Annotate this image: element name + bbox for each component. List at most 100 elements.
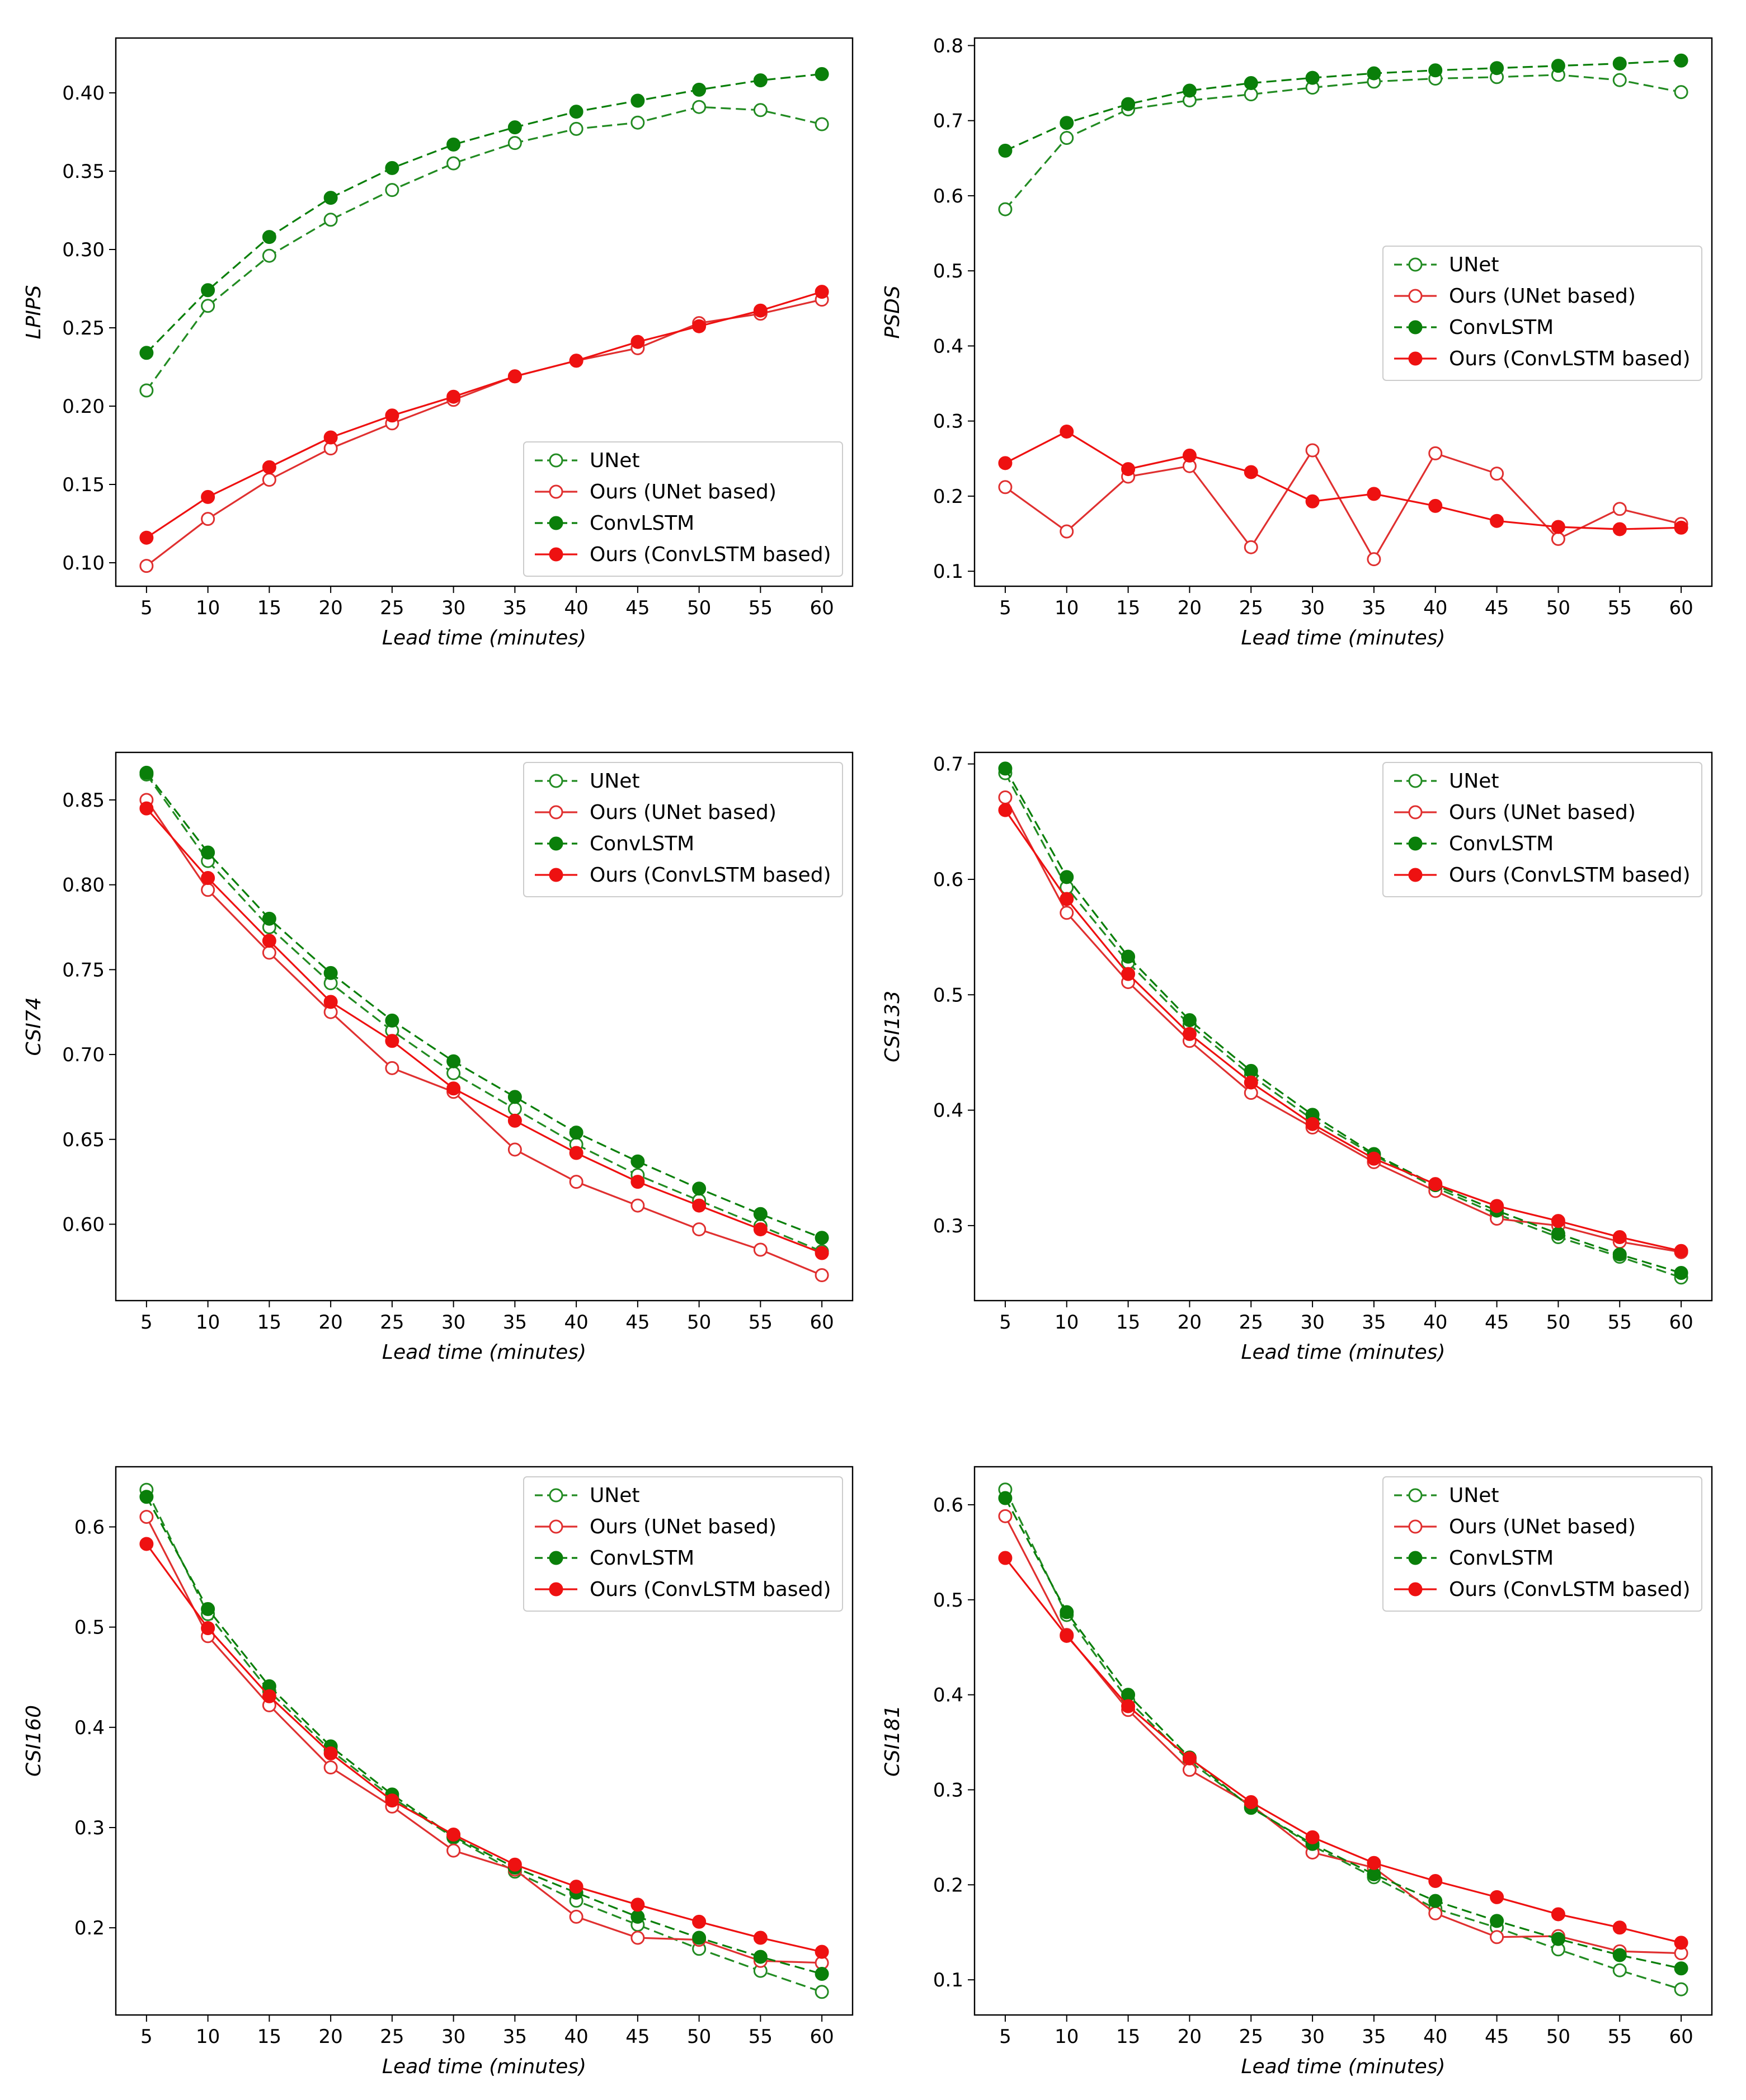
- x-tick-label: 50: [1546, 1311, 1570, 1334]
- legend-label-ours-unet: Ours (UNet based): [1449, 801, 1636, 824]
- data-point-convlstm: [1121, 949, 1136, 964]
- y-tick-label: 0.30: [62, 239, 105, 261]
- x-tick-label: 45: [1485, 1311, 1509, 1334]
- x-tick-label: 10: [1055, 2026, 1079, 2048]
- y-tick-label: 0.1: [933, 1969, 963, 1991]
- data-point-ours-convlstm: [323, 1746, 338, 1760]
- x-tick-label: 25: [1239, 2026, 1263, 2048]
- data-point-ours-convlstm: [815, 285, 829, 299]
- plot-frame: [973, 751, 1713, 1302]
- legend-box: [523, 1476, 843, 1612]
- y-tick-label: 0.4: [933, 335, 963, 357]
- legend-marker-ours-unet: [1408, 1519, 1423, 1534]
- legend-marker-unet: [1408, 1488, 1423, 1503]
- x-tick-label: 55: [749, 2026, 773, 2048]
- series-ours-convlstm: [998, 424, 1688, 536]
- legend-label-unet: UNet: [590, 1484, 640, 1507]
- legend-marker-ours-convlstm: [1408, 868, 1423, 882]
- legend-label-ours-convlstm: Ours (ConvLSTM based): [590, 1578, 831, 1601]
- x-tick-label: 10: [196, 597, 220, 619]
- x-axis-label: Lead time (minutes): [1241, 627, 1445, 649]
- data-point-convlstm: [630, 1154, 645, 1169]
- data-point-ours-convlstm: [507, 1113, 522, 1128]
- x-tick-label: 40: [564, 597, 588, 619]
- data-point-ours-unet: [1428, 1906, 1443, 1920]
- y-tick-label: 0.6: [933, 869, 963, 891]
- data-point-ours-unet: [385, 1061, 399, 1075]
- data-point-ours-convlstm: [1305, 1830, 1320, 1844]
- data-point-ours-unet: [998, 1509, 1013, 1523]
- legend-marker-ours-unet: [549, 484, 563, 499]
- data-point-unet: [998, 202, 1013, 216]
- series-line-ours-convlstm: [145, 808, 822, 1254]
- data-point-convlstm: [446, 137, 461, 152]
- legend-marker-ours-convlstm: [549, 1582, 563, 1597]
- legend-label-unet: UNet: [590, 449, 640, 472]
- chart-panel-4: 5 10 15 20 25 30 35 40 45 50 55 60 0.3 0.4 0.5 0.6 0.7 Le…: [881, 751, 1713, 1364]
- y-tick-label: 0.40: [62, 82, 105, 105]
- y-tick-label: 0.5: [933, 1589, 963, 1612]
- data-point-ours-unet: [630, 1931, 645, 1945]
- y-tick-label: 0.5: [933, 984, 963, 1006]
- data-point-ours-unet: [569, 1909, 583, 1924]
- series-line-ours-unet: [1004, 797, 1682, 1253]
- data-point-ours-convlstm: [1305, 1117, 1320, 1131]
- data-point-convlstm: [1428, 1894, 1443, 1908]
- x-tick-label: 15: [1116, 2026, 1140, 2048]
- data-point-ours-unet: [262, 945, 276, 960]
- legend: UNet Ours (UNet based) ConvLSTM Ours (ConvL…: [523, 762, 843, 897]
- data-point-unet: [569, 121, 583, 136]
- x-tick-label: 60: [810, 597, 834, 619]
- y-axis-label: CSI181: [881, 1705, 904, 1777]
- legend-label-unet: UNet: [590, 770, 640, 793]
- x-tick-label: 15: [257, 597, 281, 619]
- x-tick-label: 5: [999, 597, 1011, 619]
- y-tick-label: 0.4: [74, 1717, 105, 1739]
- data-point-ours-convlstm: [1551, 1214, 1565, 1228]
- data-point-convlstm: [815, 1967, 829, 1981]
- x-tick-label: 20: [318, 597, 342, 619]
- data-point-ours-convlstm: [1182, 1027, 1197, 1041]
- data-point-ours-unet: [1244, 540, 1258, 554]
- x-tick-label: 35: [503, 2026, 527, 2048]
- data-point-ours-convlstm: [1612, 1920, 1627, 1935]
- legend-marker-convlstm: [549, 1551, 563, 1565]
- data-point-ours-convlstm: [1182, 1751, 1197, 1765]
- x-tick-label: 55: [1608, 597, 1632, 619]
- data-point-convlstm: [630, 1909, 645, 1924]
- data-point-ours-convlstm: [139, 530, 154, 545]
- legend-marker-unet: [549, 453, 563, 468]
- x-axis-label-main: Lead time: [1241, 1341, 1342, 1364]
- data-point-ours-convlstm: [507, 369, 522, 384]
- data-point-ours-convlstm: [1182, 448, 1197, 463]
- legend-label-convlstm: ConvLSTM: [1449, 316, 1554, 339]
- data-point-ours-unet: [569, 1175, 583, 1189]
- data-point-ours-convlstm: [507, 1857, 522, 1872]
- data-point-ours-unet: [139, 559, 154, 573]
- legend-box: [1382, 1476, 1702, 1612]
- x-axis-label-unit: (minutes): [483, 627, 586, 649]
- series-line-unet: [145, 106, 822, 391]
- y-tick-label: 0.6: [74, 1516, 105, 1538]
- y-tick-label: 0.2: [74, 1917, 105, 1939]
- series-line-ours-unet: [145, 1516, 822, 1964]
- data-point-ours-convlstm: [446, 1081, 461, 1096]
- x-axis-label-unit: (minutes): [483, 1341, 586, 1364]
- data-point-ours-unet: [201, 883, 215, 897]
- data-point-convlstm: [1367, 1867, 1381, 1882]
- x-tick-label: 55: [1608, 1311, 1632, 1334]
- data-point-convlstm: [1674, 1961, 1688, 1976]
- data-point-ours-convlstm: [1428, 498, 1443, 513]
- x-tick-label: 25: [380, 2026, 404, 2048]
- x-tick-label: 25: [1239, 597, 1263, 619]
- x-tick-label: 50: [687, 2026, 711, 2048]
- x-tick-label: 55: [749, 597, 773, 619]
- data-point-ours-convlstm: [262, 1689, 276, 1703]
- data-point-ours-convlstm: [1490, 514, 1504, 528]
- data-point-ours-unet: [1060, 906, 1074, 920]
- data-point-ours-convlstm: [569, 1880, 583, 1894]
- x-tick-label: 60: [1669, 597, 1693, 619]
- data-point-unet: [692, 100, 707, 114]
- series-line-convlstm: [1004, 1498, 1682, 1970]
